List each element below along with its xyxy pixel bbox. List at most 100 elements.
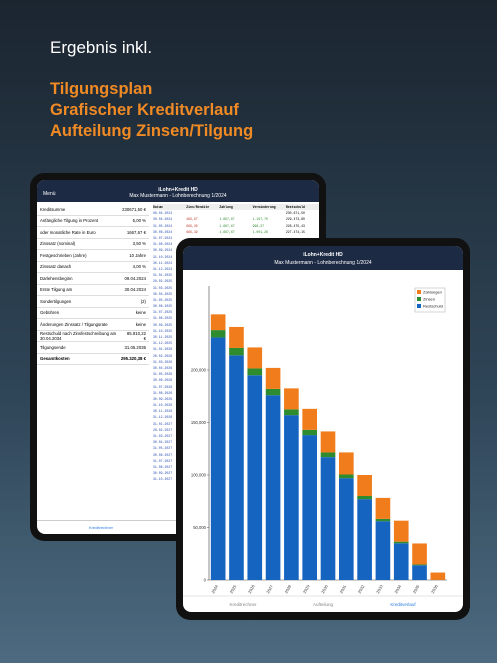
date-cell: 31.08.2026	[153, 390, 173, 395]
table-row: 31.07.2024	[153, 235, 319, 241]
date-cell: 31.03.2026	[153, 359, 173, 364]
front-tablet: iLohn+Kredit HD Max Mustermann - Lohnber…	[176, 238, 470, 620]
field-value[interactable]: 31.05.2036	[124, 344, 146, 350]
date-cell: 30.09.2024	[153, 248, 173, 253]
tab[interactable]: Kreditverlauf	[390, 602, 416, 607]
field-value[interactable]: keine	[135, 310, 146, 316]
cell: 09.04.2024	[153, 211, 173, 216]
table-row: 30.09.2025	[153, 322, 319, 328]
bar-segment	[338, 474, 354, 479]
tab[interactable]: Aufteilung	[313, 602, 334, 607]
feature: Tilgungsplan	[50, 80, 153, 98]
date-cell: 31.10.2026	[153, 403, 173, 408]
feature: Aufteilung Zinsen/Tilgung	[50, 122, 254, 140]
tab[interactable]: Kreditrechner	[89, 525, 114, 530]
column-header: Zahlung	[219, 205, 233, 210]
field-value[interactable]: 10 Jahre	[129, 252, 146, 258]
date-cell: 30.04.2027	[153, 440, 173, 445]
field-value[interactable]: 3,50 %	[132, 241, 146, 247]
table-row: 31.01.2026	[153, 346, 319, 352]
form-row: Darlehensbeginn 09.04.2024	[37, 273, 149, 285]
x-tick-label: 2034	[393, 583, 402, 594]
tab[interactable]: Kreditrechner	[229, 602, 257, 607]
bar-segment	[393, 520, 409, 542]
field-value[interactable]: 5,00 %	[132, 218, 146, 224]
date-cell: 30.09.2027	[153, 471, 173, 476]
table-row: 28.02.2026	[153, 353, 319, 359]
table-row: 30.11.2025	[153, 334, 319, 340]
legend-label: Zinsen	[423, 297, 435, 302]
table-row: 30.11.2026	[153, 408, 319, 414]
bar-segment	[393, 541, 409, 544]
column-header: Restschuld	[285, 205, 305, 210]
legend-swatch	[417, 297, 421, 301]
cell: 1.667,67	[219, 223, 235, 228]
table-row: 31.05.2025	[153, 297, 319, 303]
form-row: oder monatliche Rate in Euro 1667,67 €	[37, 227, 149, 239]
subtitle: Max Mustermann - Lohnberechnung 1/2024	[129, 193, 227, 199]
field-value[interactable]: keine	[135, 321, 146, 327]
field-value[interactable]: 09.04.2024	[124, 275, 146, 281]
bar-segment	[320, 431, 336, 453]
table-row: 31.01.2027	[153, 421, 319, 427]
field-value[interactable]: 295.320,38 €	[120, 356, 146, 362]
bar-segment	[375, 518, 391, 522]
form-row: Zinssatz (nominal) 3,50 %	[37, 239, 149, 250]
field-label: Änderungen Zinssatz / Tilgungsrate	[40, 321, 108, 327]
form-row: Kreditsumme 230671,50 €	[37, 204, 149, 216]
x-tick-label: 2026	[247, 583, 256, 594]
field-label: Darlehensbeginn	[40, 275, 73, 281]
date-cell: 31.07.2024	[153, 236, 173, 241]
date-cell: 31.01.2026	[153, 347, 173, 352]
field-label: Anfängliche Tilgung in Prozent	[40, 218, 99, 224]
date-cell: 30.09.2025	[153, 322, 173, 327]
field-label: Restschuld nach Zinsfestschreibung am 30…	[40, 330, 117, 341]
table-row: 31.05.2024 669,30 1.667,67 998,37 228.475,43	[153, 223, 319, 229]
table-header: Datum Zins/Rendite Zahlung Verminderung Rest…	[153, 204, 319, 211]
cell: 227.474,15	[285, 229, 305, 234]
field-value[interactable]: 30.04.2024	[124, 287, 146, 293]
date-cell: 31.08.2025	[153, 316, 173, 321]
x-tick-label: 2024	[210, 583, 219, 594]
date-cell: 31.05.2026	[153, 372, 173, 377]
y-tick-label: 200,000	[191, 368, 207, 373]
table-row: 30.11.2024	[153, 260, 319, 266]
field-label: Kreditsumme	[40, 206, 66, 212]
form-row: Restschuld nach Zinsfestschreibung am 30…	[37, 330, 149, 342]
form-row: Erste Tilgung am 30.04.2024	[37, 285, 149, 296]
cell: 230.671,50	[285, 211, 305, 216]
date-cell: 30.11.2026	[153, 409, 173, 414]
bar-segment	[302, 435, 318, 580]
field-value[interactable]: 85.910,22 €	[126, 330, 146, 341]
table-row: 30.04.2024 469,97 1.667,67 1.197,70 229.473,…	[153, 216, 319, 222]
field-value[interactable]: 230671,50 €	[122, 206, 146, 212]
table-row: 31.08.2026	[153, 390, 319, 396]
date-cell: 31.05.2027	[153, 446, 173, 451]
form-row: Zinssatz danach 4,00 %	[37, 262, 149, 273]
menu[interactable]: Menü	[43, 191, 56, 197]
table-row: 31.08.2024	[153, 241, 319, 247]
x-tick-label: 2025	[229, 583, 238, 594]
date-cell: 31.03.2027	[153, 434, 173, 439]
date-cell: 28.02.2025	[153, 279, 173, 284]
table-row: 30.06.2025	[153, 303, 319, 309]
x-tick-label: 2031	[338, 583, 347, 594]
date-cell: 31.07.2027	[153, 458, 173, 463]
field-value[interactable]: (2)	[140, 298, 146, 304]
field-label: Zinssatz danach	[40, 264, 72, 270]
legend-label: Restschuld	[423, 304, 443, 309]
field-value[interactable]: 1667,67 €	[126, 229, 146, 235]
field-value[interactable]: 4,00 %	[132, 264, 146, 270]
table-row: 31.07.2027	[153, 458, 319, 464]
table-row: 31.10.2026	[153, 402, 319, 408]
date-cell: 31.12.2026	[153, 415, 173, 420]
form-row: Festgeschrieben (Jahre) 10 Jahre	[37, 250, 149, 262]
bar-segment	[320, 452, 336, 458]
table-row: 30.04.2026	[153, 365, 319, 371]
date-cell: 31.12.2025	[153, 341, 173, 346]
bar-segment	[284, 409, 299, 416]
y-tick-label: 150,000	[191, 420, 207, 425]
bar-segment	[430, 572, 446, 580]
y-tick-label: 100,000	[191, 473, 207, 478]
